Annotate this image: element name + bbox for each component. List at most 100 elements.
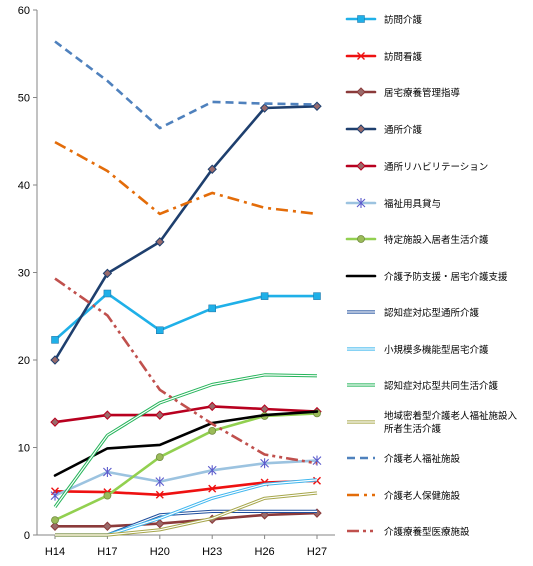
y-tick-label: 0 — [24, 530, 30, 542]
data-point — [51, 336, 59, 344]
data-point — [356, 87, 366, 97]
legend-item-5: 通所リハビリテーション — [345, 161, 488, 173]
data-point — [207, 401, 217, 412]
series-line — [53, 405, 319, 424]
legend-label: 小規模多機能型居宅介護 — [384, 344, 489, 356]
data-point — [103, 467, 112, 477]
data-point — [356, 161, 366, 171]
legend-item-15: 介護療養型医療施設 — [347, 526, 470, 538]
legend-item-7: 特定施設入居者生活介護 — [345, 234, 489, 246]
y-tick-label: 40 — [18, 180, 30, 192]
data-point — [156, 326, 164, 334]
data-point — [155, 476, 165, 487]
data-point — [259, 103, 270, 113]
legend-label: 地域密着型介護老人福祉施設入 — [384, 410, 518, 422]
data-point — [357, 235, 365, 243]
y-tick-label: 60 — [18, 5, 30, 17]
x-tick-label: H14 — [45, 546, 65, 558]
data-point — [356, 198, 366, 208]
legend-label: 訪問介護 — [384, 14, 423, 26]
x-tick-label: H20 — [150, 546, 170, 558]
legend-item-4: 通所介護 — [345, 124, 423, 136]
series-1 — [51, 289, 321, 344]
series-line-inner — [55, 492, 318, 536]
legend-item-11: 認知症対応型共同生活介護 — [347, 380, 499, 392]
legend-label: 通所介護 — [384, 124, 423, 136]
series-6 — [50, 455, 322, 501]
data-point — [102, 268, 113, 279]
plot-area — [50, 40, 322, 537]
data-point — [357, 15, 365, 23]
legend-item-3: 居宅療養管理指導 — [345, 87, 461, 99]
series-line — [54, 277, 318, 465]
legend-item-2: 訪問看護 — [345, 51, 423, 63]
data-point — [260, 292, 269, 300]
x-tick-label: H27 — [307, 546, 327, 558]
data-point — [155, 518, 165, 529]
data-point — [356, 124, 366, 134]
legend-item-14: 介護老人保健施設 — [347, 490, 461, 502]
data-point — [207, 465, 217, 476]
series-line — [54, 140, 318, 216]
legend-item-8: 介護予防支援・居宅介護支援 — [345, 271, 508, 283]
data-point — [50, 355, 60, 365]
series-line-inner — [54, 374, 318, 508]
legend-label: 介護療養型医療施設 — [384, 526, 470, 538]
legend-item-1: 訪問介護 — [345, 14, 423, 26]
legend-item-9: 認知症対応型通所介護 — [347, 307, 480, 319]
legend: 訪問介護訪問看護居宅療養管理指導通所介護通所リハビリテーション福祉用具貸与特定施… — [345, 14, 518, 538]
axes: 0 10 20 30 40 50 60 H14 H17 H20 H23 H26 H27 — [18, 5, 335, 558]
y-tick-label: 30 — [18, 268, 30, 280]
legend-label: 特定施設入居者生活介護 — [384, 234, 489, 246]
data-point — [102, 521, 113, 531]
y-tick-label: 50 — [18, 93, 30, 105]
series-line — [54, 40, 318, 130]
series-11 — [53, 373, 318, 508]
y-tick-label: 10 — [18, 443, 30, 455]
data-point — [155, 453, 164, 462]
data-point — [155, 237, 165, 247]
data-point — [312, 101, 322, 111]
x-tick-label: H23 — [202, 546, 222, 558]
data-point — [207, 164, 217, 174]
series-12 — [55, 491, 318, 537]
legend-label: 訪問看護 — [384, 51, 423, 63]
legend-item-10: 小規模多機能型居宅介護 — [347, 344, 489, 356]
series-line — [53, 292, 319, 342]
data-point — [357, 52, 365, 60]
x-tick-label: H17 — [97, 546, 117, 558]
data-point — [155, 490, 164, 499]
legend-item-6: 福祉用具貸与 — [345, 198, 441, 210]
series-line — [53, 410, 319, 477]
series-14 — [54, 140, 318, 216]
data-point — [313, 292, 321, 300]
series-4 — [50, 101, 322, 365]
legend-label: 認知症対応型共同生活介護 — [384, 380, 499, 392]
series-15 — [54, 277, 318, 465]
data-point — [50, 417, 60, 427]
data-point — [50, 490, 60, 501]
legend-label: 認知症対応型通所介護 — [384, 307, 480, 319]
legend-label: 通所リハビリテーション — [384, 162, 488, 173]
data-point — [208, 484, 217, 493]
y-tick-label: 20 — [18, 355, 30, 367]
data-point — [155, 410, 165, 420]
series-line — [53, 105, 319, 362]
data-point — [50, 521, 60, 531]
data-point — [51, 516, 59, 525]
data-point — [208, 304, 216, 313]
data-point — [208, 426, 217, 435]
data-point — [103, 491, 112, 500]
legend-label: 福祉用具貸与 — [384, 198, 441, 210]
data-point — [102, 410, 113, 420]
series-13 — [54, 40, 318, 130]
data-point — [260, 458, 269, 469]
series-line — [53, 511, 319, 528]
x-tick-label: H26 — [255, 546, 275, 558]
legend-label: 介護老人保健施設 — [384, 490, 461, 502]
data-point — [103, 289, 112, 298]
legend-label: 介護予防支援・居宅介護支援 — [384, 271, 508, 283]
